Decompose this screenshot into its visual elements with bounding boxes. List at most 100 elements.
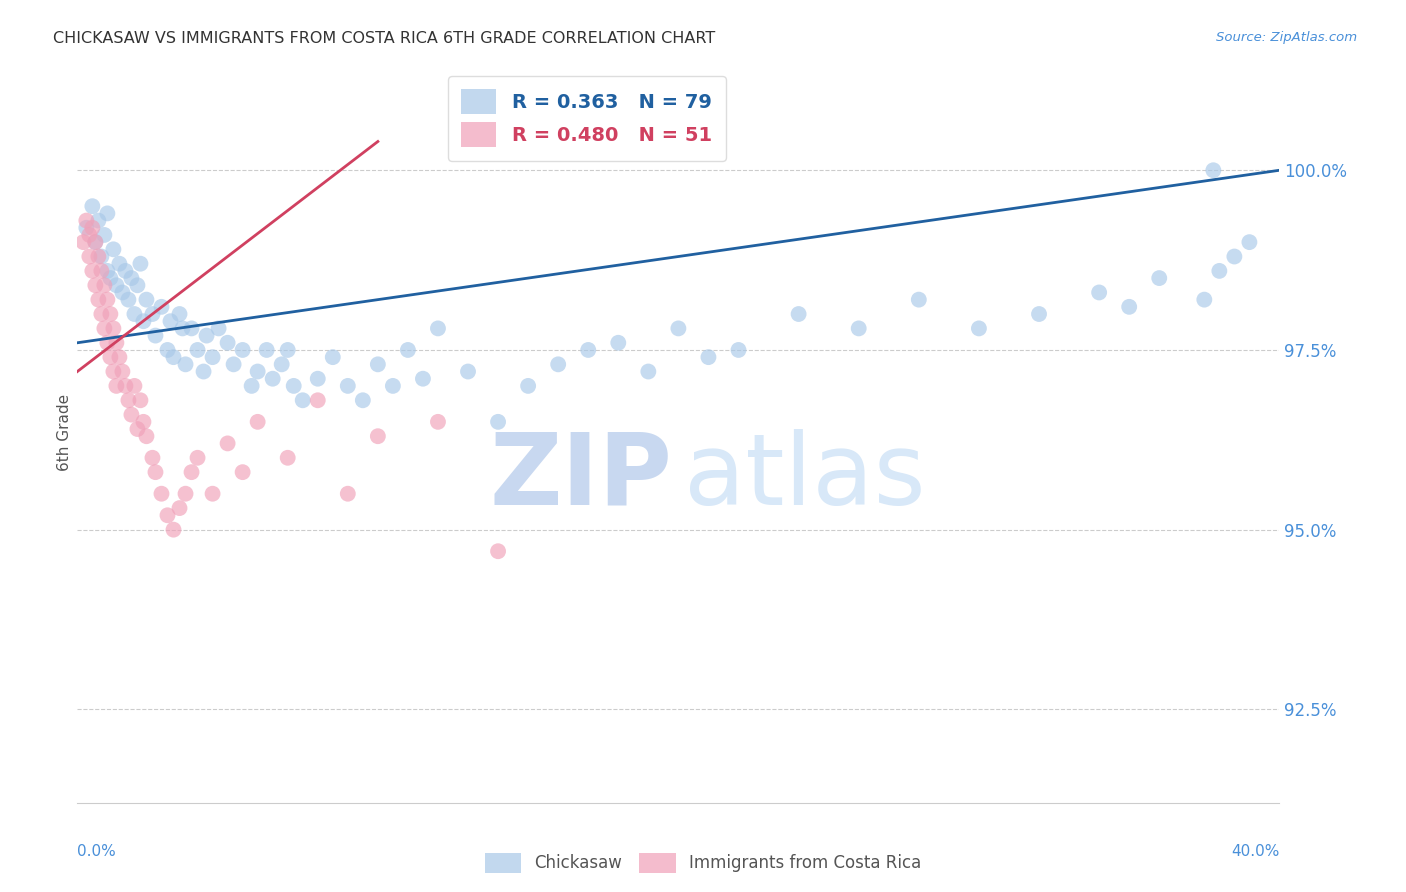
Point [1223, 250, 1246, 264]
Point [256, 343, 278, 357]
Point [79, 250, 101, 264]
Point [84, 235, 107, 249]
Point [412, 372, 434, 386]
Point [697, 350, 720, 364]
Point [105, 379, 128, 393]
Point [93, 321, 115, 335]
Point [262, 372, 284, 386]
Point [124, 379, 146, 393]
Point [547, 357, 569, 371]
Text: 0.0%: 0.0% [77, 844, 117, 858]
Point [307, 372, 329, 386]
Point [79, 227, 101, 242]
Point [96, 264, 118, 278]
Point [82, 199, 104, 213]
Point [150, 486, 173, 500]
Point [222, 357, 245, 371]
Point [124, 307, 146, 321]
Point [180, 465, 202, 479]
Point [75, 213, 97, 227]
Point [145, 328, 167, 343]
Point [141, 450, 163, 465]
Point [105, 278, 128, 293]
Point [517, 379, 540, 393]
Point [82, 264, 104, 278]
Text: 40.0%: 40.0% [1232, 844, 1279, 858]
Point [486, 544, 509, 558]
Point [96, 293, 118, 307]
Text: atlas: atlas [685, 428, 927, 525]
Point [427, 415, 450, 429]
Point [486, 415, 509, 429]
Point [132, 314, 155, 328]
Point [201, 350, 224, 364]
Point [576, 343, 599, 357]
Point [105, 335, 128, 350]
Point [103, 243, 125, 257]
Point [117, 393, 139, 408]
Point [367, 357, 389, 371]
Point [120, 271, 142, 285]
Point [1088, 285, 1111, 300]
Point [117, 293, 139, 307]
Point [169, 307, 191, 321]
Point [207, 321, 229, 335]
Point [135, 293, 157, 307]
Point [187, 343, 209, 357]
Point [396, 343, 419, 357]
Point [427, 321, 450, 335]
Point [232, 343, 254, 357]
Point [100, 271, 122, 285]
Point [848, 321, 870, 335]
Point [141, 307, 163, 321]
Point [90, 307, 112, 321]
Point [162, 523, 184, 537]
Point [217, 436, 239, 450]
Point [111, 285, 134, 300]
Point [246, 365, 269, 379]
Point [1028, 307, 1050, 321]
Point [156, 508, 179, 523]
Point [187, 450, 209, 465]
Point [1149, 271, 1171, 285]
Point [201, 486, 224, 500]
Point [159, 314, 181, 328]
Point [150, 300, 173, 314]
Point [169, 501, 191, 516]
Point [87, 293, 110, 307]
Point [283, 379, 305, 393]
Point [246, 415, 269, 429]
Point [111, 365, 134, 379]
Point [127, 422, 149, 436]
Point [75, 220, 97, 235]
Point [93, 227, 115, 242]
Point [180, 321, 202, 335]
Point [100, 350, 122, 364]
Point [162, 350, 184, 364]
Point [84, 278, 107, 293]
Point [96, 206, 118, 220]
Point [87, 250, 110, 264]
Point [336, 486, 359, 500]
Point [135, 429, 157, 443]
Point [240, 379, 263, 393]
Point [1208, 264, 1230, 278]
Point [232, 465, 254, 479]
Point [307, 393, 329, 408]
Point [217, 335, 239, 350]
Point [145, 465, 167, 479]
Point [108, 350, 131, 364]
Point [90, 264, 112, 278]
Point [727, 343, 749, 357]
Point [367, 429, 389, 443]
Text: ZIP: ZIP [489, 428, 672, 525]
Point [270, 357, 292, 371]
Point [103, 365, 125, 379]
Point [277, 343, 299, 357]
Text: CHICKASAW VS IMMIGRANTS FROM COSTA RICA 6TH GRADE CORRELATION CHART: CHICKASAW VS IMMIGRANTS FROM COSTA RICA … [53, 31, 716, 46]
Point [174, 486, 197, 500]
Point [84, 235, 107, 249]
Point [156, 343, 179, 357]
Point [195, 328, 218, 343]
Point [291, 393, 314, 408]
